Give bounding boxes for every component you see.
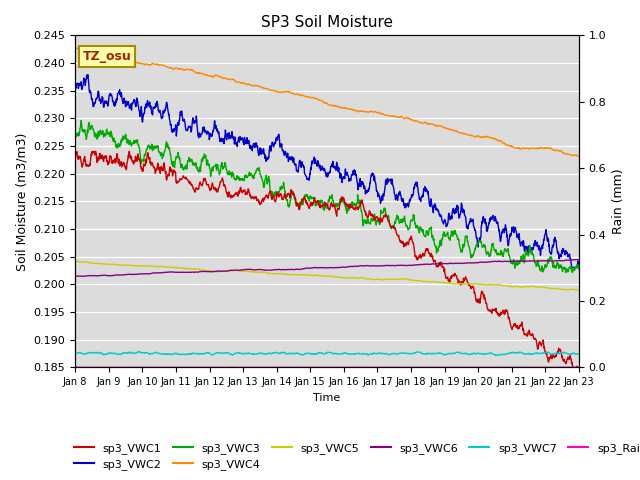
sp3_VWC4 bbox=[171, 66, 179, 72]
sp3_VWC6 bbox=[405, 263, 413, 268]
sp3_VWC7 bbox=[240, 350, 248, 356]
Line: sp3_VWC6: sp3_VWC6 bbox=[75, 260, 579, 276]
sp3_VWC2 bbox=[575, 262, 583, 268]
sp3_VWC5 bbox=[172, 265, 179, 271]
sp3_VWC3 bbox=[562, 270, 570, 276]
Text: TZ_osu: TZ_osu bbox=[83, 50, 131, 63]
sp3_VWC3 bbox=[240, 178, 248, 183]
sp3_VWC6 bbox=[79, 274, 86, 279]
sp3_VWC2 bbox=[84, 72, 92, 77]
sp3_VWC1 bbox=[405, 237, 413, 243]
sp3_VWC5 bbox=[516, 284, 524, 290]
sp3_VWC7 bbox=[71, 351, 79, 357]
sp3_VWC2 bbox=[172, 126, 179, 132]
Line: sp3_VWC1: sp3_VWC1 bbox=[75, 152, 579, 373]
sp3_VWC7 bbox=[172, 351, 179, 357]
sp3_VWC6 bbox=[575, 257, 583, 263]
X-axis label: Time: Time bbox=[314, 393, 340, 403]
Title: SP3 Soil Moisture: SP3 Soil Moisture bbox=[261, 15, 393, 30]
sp3_VWC3 bbox=[405, 226, 413, 231]
Line: sp3_VWC4: sp3_VWC4 bbox=[75, 48, 579, 156]
sp3_VWC7 bbox=[184, 351, 191, 357]
sp3_VWC2 bbox=[240, 142, 248, 148]
Line: sp3_VWC3: sp3_VWC3 bbox=[75, 120, 579, 273]
sp3_VWC1 bbox=[172, 169, 179, 175]
sp3_VWC7 bbox=[405, 351, 413, 357]
sp3_VWC3 bbox=[184, 158, 191, 164]
sp3_VWC5 bbox=[240, 268, 248, 274]
sp3_VWC3 bbox=[516, 261, 524, 266]
sp3_VWC5 bbox=[574, 287, 582, 293]
Line: sp3_VWC2: sp3_VWC2 bbox=[75, 74, 579, 268]
sp3_VWC5 bbox=[405, 276, 413, 282]
sp3_VWC6 bbox=[575, 257, 582, 263]
sp3_VWC6 bbox=[71, 273, 79, 279]
sp3_VWC1 bbox=[471, 290, 479, 296]
sp3_VWC7 bbox=[471, 351, 479, 357]
sp3_VWC1 bbox=[575, 367, 583, 372]
sp3_VWC2 bbox=[471, 227, 479, 233]
sp3_VWC3 bbox=[471, 245, 479, 251]
sp3_VWC2 bbox=[184, 128, 191, 133]
sp3_VWC7 bbox=[492, 353, 500, 359]
sp3_VWC1 bbox=[572, 370, 579, 376]
Y-axis label: Soil Moisture (m3/m3): Soil Moisture (m3/m3) bbox=[15, 132, 28, 271]
sp3_VWC4 bbox=[240, 80, 248, 86]
sp3_VWC7 bbox=[516, 349, 524, 355]
sp3_VWC5 bbox=[73, 259, 81, 264]
sp3_VWC5 bbox=[184, 266, 191, 272]
Line: sp3_VWC7: sp3_VWC7 bbox=[75, 351, 579, 356]
sp3_VWC1 bbox=[516, 323, 524, 329]
sp3_VWC6 bbox=[516, 258, 524, 264]
sp3_Rain bbox=[515, 364, 523, 370]
sp3_Rain bbox=[171, 364, 179, 370]
sp3_Rain bbox=[405, 364, 413, 370]
sp3_VWC6 bbox=[184, 269, 191, 275]
sp3_VWC1 bbox=[240, 188, 248, 194]
sp3_VWC4 bbox=[71, 45, 79, 50]
sp3_VWC2 bbox=[568, 265, 576, 271]
Line: sp3_VWC5: sp3_VWC5 bbox=[75, 262, 579, 290]
sp3_VWC4 bbox=[405, 116, 413, 121]
sp3_VWC1 bbox=[71, 154, 79, 159]
sp3_VWC2 bbox=[516, 234, 524, 240]
sp3_VWC3 bbox=[77, 118, 85, 123]
sp3_VWC6 bbox=[471, 260, 479, 266]
Legend: sp3_VWC1, sp3_VWC2, sp3_VWC3, sp3_VWC4, sp3_VWC5, sp3_VWC6, sp3_VWC7, sp3_Rain: sp3_VWC1, sp3_VWC2, sp3_VWC3, sp3_VWC4, … bbox=[70, 438, 640, 474]
sp3_VWC7 bbox=[575, 351, 583, 357]
sp3_VWC6 bbox=[240, 267, 248, 273]
sp3_VWC5 bbox=[575, 287, 583, 293]
sp3_VWC4 bbox=[183, 66, 191, 72]
sp3_VWC6 bbox=[172, 269, 179, 275]
sp3_VWC7 bbox=[136, 348, 143, 354]
sp3_Rain bbox=[71, 364, 79, 370]
sp3_VWC1 bbox=[88, 149, 96, 155]
sp3_VWC5 bbox=[471, 281, 479, 287]
sp3_VWC3 bbox=[575, 267, 583, 273]
sp3_VWC2 bbox=[405, 199, 413, 204]
sp3_VWC3 bbox=[172, 158, 179, 164]
sp3_VWC4 bbox=[515, 145, 523, 151]
sp3_VWC2 bbox=[71, 81, 79, 87]
sp3_Rain bbox=[183, 364, 191, 370]
sp3_Rain bbox=[575, 364, 583, 370]
sp3_VWC4 bbox=[575, 154, 583, 159]
sp3_VWC4 bbox=[471, 134, 479, 140]
sp3_VWC3 bbox=[71, 131, 79, 137]
sp3_VWC1 bbox=[184, 177, 191, 182]
sp3_VWC5 bbox=[71, 259, 79, 264]
sp3_Rain bbox=[240, 364, 248, 370]
sp3_Rain bbox=[471, 364, 479, 370]
Y-axis label: Rain (mm): Rain (mm) bbox=[612, 168, 625, 234]
